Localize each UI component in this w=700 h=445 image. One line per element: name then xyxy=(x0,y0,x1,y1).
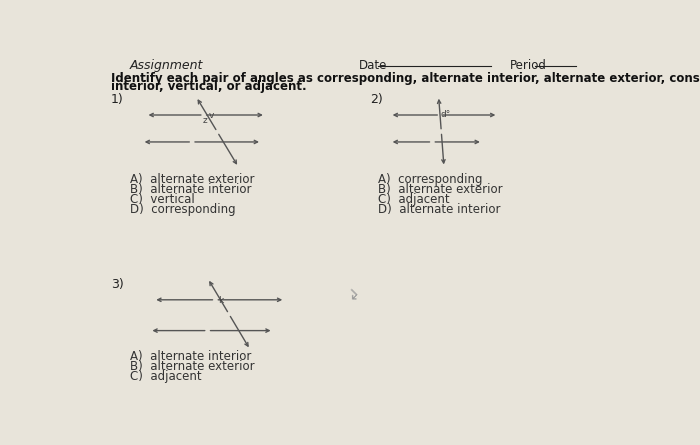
Text: Identify each pair of angles as corresponding, alternate interior, alternate ext: Identify each pair of angles as correspo… xyxy=(111,72,700,85)
Text: 2): 2) xyxy=(370,93,383,106)
Text: B)  alternate interior: B) alternate interior xyxy=(130,183,251,196)
Text: v: v xyxy=(209,111,214,120)
Text: d°: d° xyxy=(440,110,450,119)
Text: z: z xyxy=(202,116,207,125)
Text: C)  adjacent: C) adjacent xyxy=(378,193,449,206)
Text: interior, vertical, or adjacent.: interior, vertical, or adjacent. xyxy=(111,81,307,93)
Text: B)  alternate exterior: B) alternate exterior xyxy=(130,360,255,373)
Text: ↲: ↲ xyxy=(343,284,363,304)
Text: k: k xyxy=(218,296,223,305)
Text: A)  alternate interior: A) alternate interior xyxy=(130,350,251,363)
Text: Assignment: Assignment xyxy=(130,59,204,72)
Text: C)  adjacent: C) adjacent xyxy=(130,370,202,383)
Text: A)  corresponding: A) corresponding xyxy=(378,173,482,186)
Text: B)  alternate exterior: B) alternate exterior xyxy=(378,183,503,196)
Text: Period: Period xyxy=(510,59,547,72)
Text: A)  alternate exterior: A) alternate exterior xyxy=(130,173,255,186)
Text: D)  corresponding: D) corresponding xyxy=(130,203,236,216)
Text: D)  alternate interior: D) alternate interior xyxy=(378,203,500,216)
Text: 3): 3) xyxy=(111,278,123,291)
Text: 1): 1) xyxy=(111,93,123,106)
Text: C)  vertical: C) vertical xyxy=(130,193,195,206)
Text: Date: Date xyxy=(358,59,387,72)
